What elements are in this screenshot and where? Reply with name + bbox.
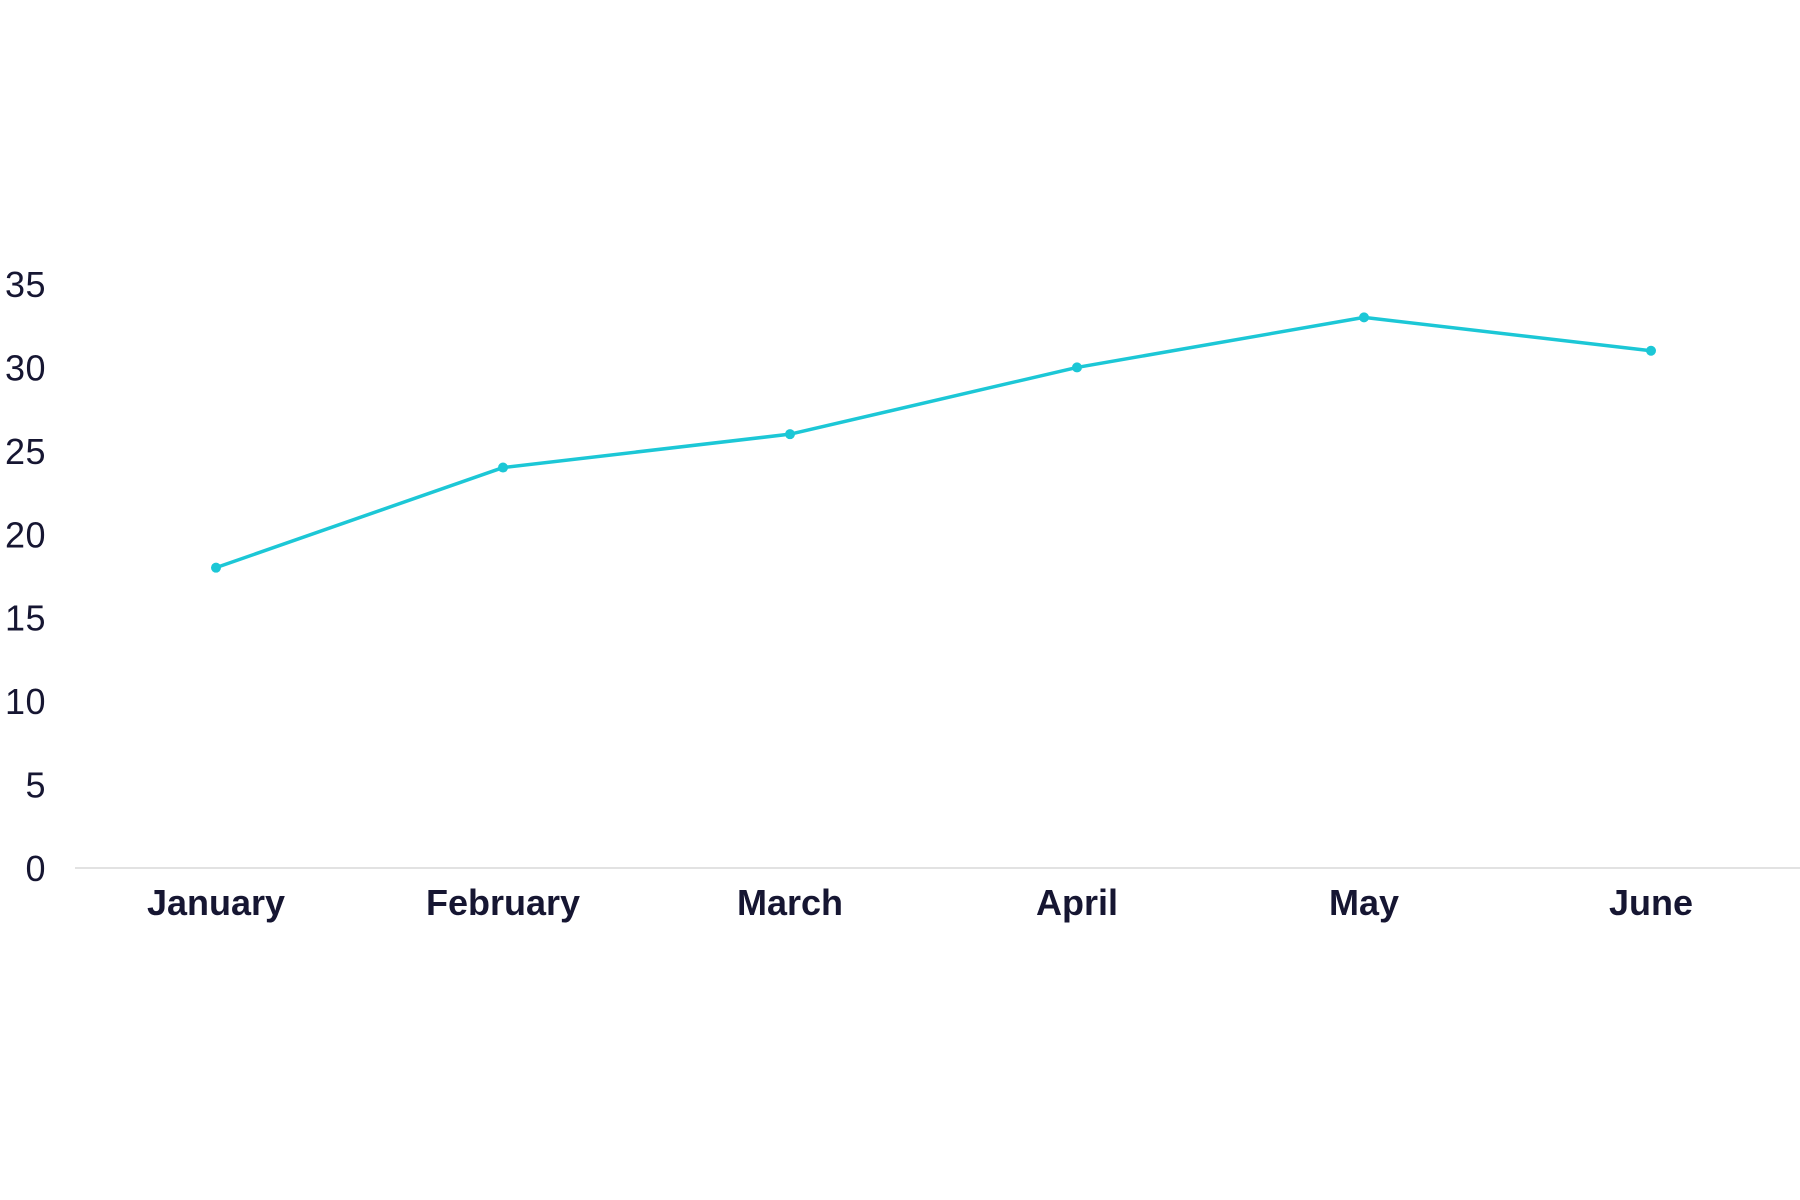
y-axis-ticks: 0 5 10 15 20 25 30 35 xyxy=(5,264,46,889)
x-tick-label-june: June xyxy=(1609,882,1693,923)
data-point-february xyxy=(498,462,508,473)
y-tick-label-0: 0 xyxy=(25,848,46,889)
data-point-may xyxy=(1359,312,1369,323)
x-tick-label-april: April xyxy=(1036,882,1118,923)
y-tick-label-30: 30 xyxy=(5,347,46,388)
y-tick-label-20: 20 xyxy=(5,514,46,555)
data-point-march xyxy=(785,429,795,440)
y-tick-label-5: 5 xyxy=(25,765,46,806)
y-tick-label-35: 35 xyxy=(5,264,46,305)
data-point-june xyxy=(1646,345,1656,356)
y-tick-label-25: 25 xyxy=(5,431,46,472)
x-tick-label-march: March xyxy=(737,882,843,923)
series-line xyxy=(214,315,1653,570)
x-tick-label-february: February xyxy=(426,882,580,923)
y-tick-label-10: 10 xyxy=(5,681,46,722)
series-points xyxy=(211,312,1656,573)
y-tick-label-15: 15 xyxy=(5,598,46,639)
data-point-january xyxy=(211,562,221,573)
x-tick-label-may: May xyxy=(1329,882,1399,923)
x-axis-ticks: January February March April May June xyxy=(147,882,1693,923)
x-tick-label-january: January xyxy=(147,882,285,923)
data-point-april xyxy=(1072,362,1082,373)
